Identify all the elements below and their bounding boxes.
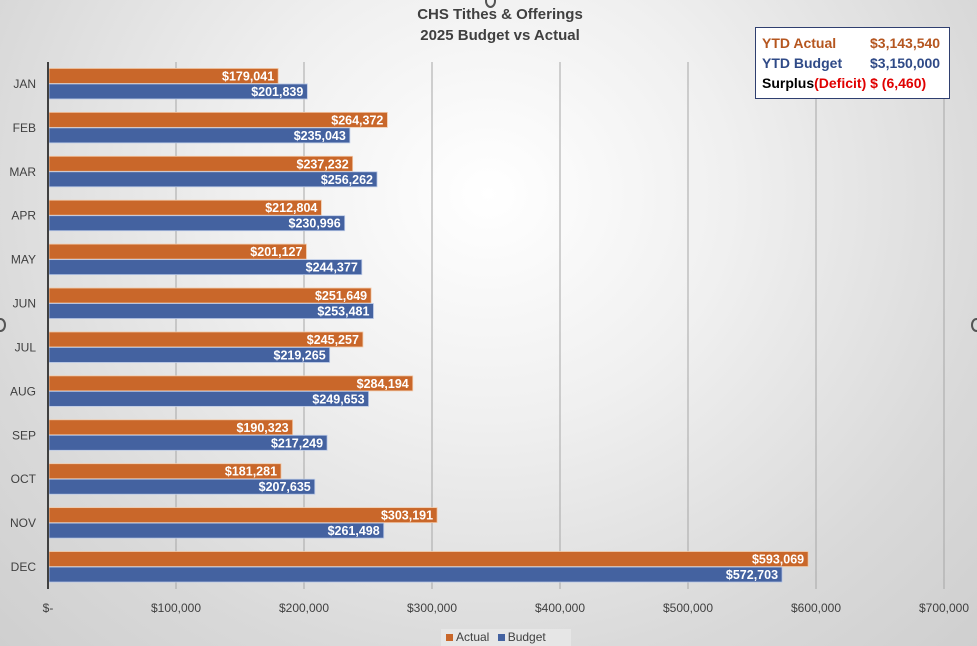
category-label: NOV: [10, 516, 36, 530]
x-tick-label: $-: [43, 601, 54, 615]
data-label-actual: $303,191: [381, 509, 433, 523]
data-label-actual: $181,281: [225, 465, 277, 479]
resize-handle-left[interactable]: [0, 318, 6, 332]
ytd-actual-row: YTD Actual $3,143,540: [762, 33, 949, 53]
data-label-actual: $201,127: [250, 245, 302, 259]
data-label-budget: $230,996: [289, 217, 341, 231]
x-tick-label: $400,000: [535, 601, 585, 615]
category-label: MAY: [11, 253, 36, 267]
category-label: JUN: [13, 297, 36, 311]
surplus-deficit-row: Surplus(Deficit) $ (6,460): [762, 73, 949, 93]
data-label-budget: $249,653: [312, 392, 364, 406]
legend[interactable]: Actual Budget: [441, 629, 571, 646]
data-label-budget: $244,377: [306, 261, 358, 275]
legend-swatch-actual: [446, 634, 453, 642]
category-label: FEB: [13, 121, 36, 135]
bar-budget: [48, 566, 783, 583]
category-label: MAR: [9, 165, 36, 179]
data-label-budget: $201,839: [251, 85, 303, 99]
data-label-actual: $179,041: [222, 69, 274, 83]
x-tick-label: $500,000: [663, 601, 713, 615]
ytd-actual-label: YTD Actual: [762, 35, 837, 51]
ytd-budget-row: YTD Budget $3,150,000: [762, 53, 949, 73]
category-label: DEC: [11, 560, 37, 574]
category-label: AUG: [10, 384, 36, 398]
data-label-budget: $217,249: [271, 436, 323, 450]
x-tick-label: $700,000: [919, 601, 969, 615]
data-label-budget: $253,481: [317, 305, 369, 319]
category-label: OCT: [11, 472, 37, 486]
category-label: APR: [11, 209, 36, 223]
data-label-actual: $190,323: [236, 421, 288, 435]
legend-swatch-budget: [497, 634, 505, 642]
data-label-actual: $237,232: [297, 157, 349, 171]
chart-subtitle: 2025 Budget vs Actual: [420, 27, 580, 44]
data-label-budget: $256,262: [321, 173, 373, 187]
category-label: SEP: [12, 428, 36, 442]
data-label-budget: $572,703: [726, 568, 778, 582]
legend-item-budget[interactable]: Budget: [497, 629, 546, 646]
data-label-budget: $219,265: [274, 348, 326, 362]
x-tick-label: $600,000: [791, 601, 841, 615]
resize-handle-top[interactable]: [485, 0, 496, 8]
bar-actual: [48, 551, 809, 567]
data-label-actual: $245,257: [307, 333, 359, 347]
data-label-actual: $264,372: [331, 113, 383, 127]
data-label-budget: $207,635: [259, 480, 311, 494]
x-tick-label: $300,000: [407, 601, 457, 615]
x-tick-label: $200,000: [279, 601, 329, 615]
bar-actual: [48, 507, 438, 524]
category-label: JUL: [15, 340, 37, 354]
deficit-value: (Deficit) $ (6,460): [814, 75, 927, 91]
legend-label-actual: Actual: [456, 630, 490, 644]
data-label-budget: $235,043: [294, 129, 346, 143]
legend-label-budget: Budget: [507, 630, 546, 644]
data-label-actual: $212,804: [265, 201, 317, 215]
ytd-budget-label: YTD Budget: [762, 55, 843, 71]
data-label-actual: $593,069: [752, 553, 804, 567]
data-label-budget: $261,498: [328, 524, 380, 538]
resize-handle-right[interactable]: [971, 318, 977, 332]
category-label: JAN: [13, 77, 36, 91]
x-tick-label: $100,000: [151, 601, 201, 615]
ytd-summary-box: YTD Actual $3,143,540 YTD Budget $3,150,…: [755, 27, 950, 99]
data-label-actual: $284,194: [357, 377, 409, 391]
legend-item-actual[interactable]: Actual: [446, 629, 489, 646]
data-label-actual: $251,649: [315, 289, 367, 303]
ytd-budget-value: $3,150,000: [870, 55, 941, 71]
surplus-label: Surplus: [762, 75, 815, 91]
chart-title: CHS Tithes & Offerings: [417, 6, 583, 23]
ytd-actual-value: $3,143,540: [870, 35, 941, 51]
